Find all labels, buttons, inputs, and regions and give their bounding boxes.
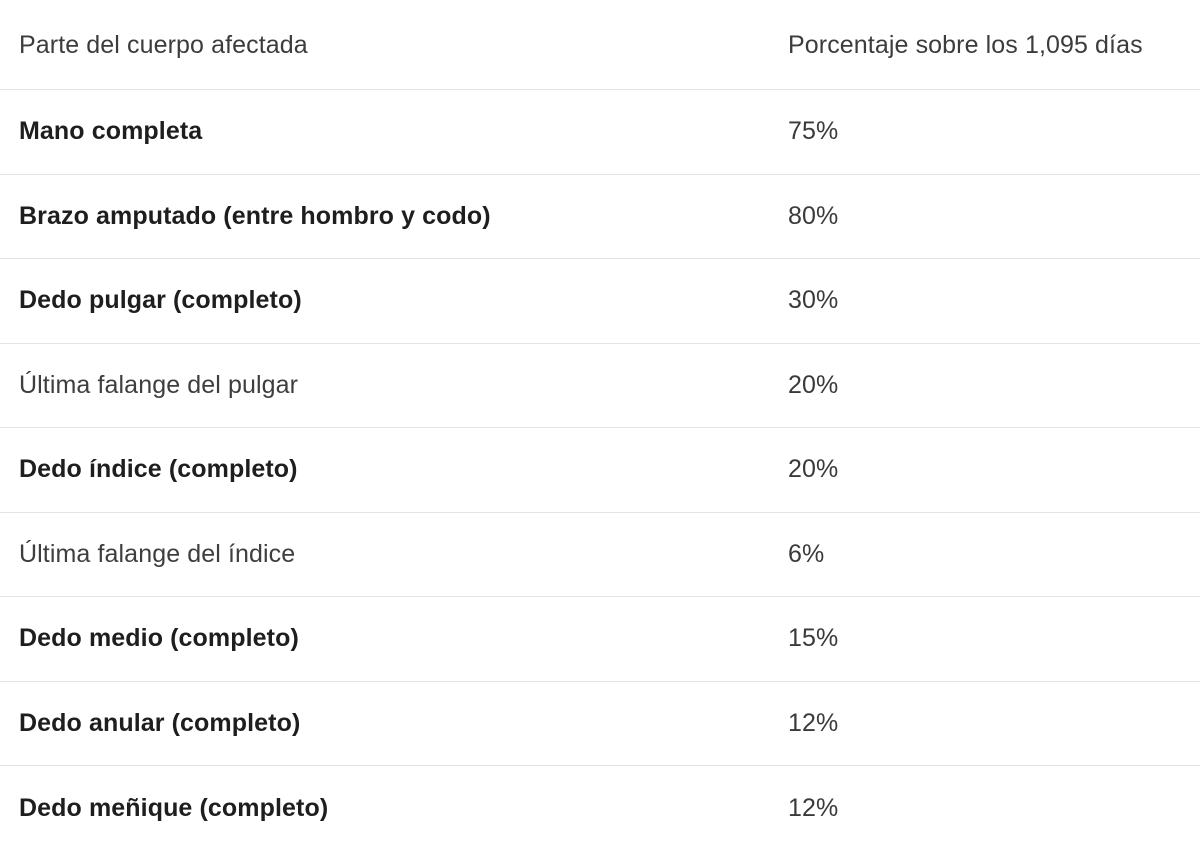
row-part: Dedo anular (completo): [19, 708, 301, 737]
row-part: Dedo pulgar (completo): [19, 286, 302, 315]
row-percentage: 15%: [788, 624, 839, 653]
table-row: Dedo anular (completo) 12%: [0, 682, 1200, 766]
table-row: Última falange del pulgar 20%: [0, 344, 1200, 428]
row-percentage: 80%: [788, 201, 839, 230]
row-percentage: 12%: [788, 708, 839, 737]
row-part: Dedo medio (completo): [19, 624, 299, 653]
row-part: Mano completa: [19, 117, 203, 146]
table-row: Dedo índice (completo) 20%: [0, 428, 1200, 513]
table-row: Última falange del índice 6%: [0, 513, 1200, 597]
row-part: Dedo índice (completo): [19, 455, 298, 484]
row-percentage: 20%: [788, 455, 839, 484]
table-row: Brazo amputado (entre hombro y codo) 80%: [0, 175, 1200, 259]
table-row: Dedo pulgar (completo) 30%: [0, 259, 1200, 344]
table-row: Dedo medio (completo) 15%: [0, 597, 1200, 682]
row-percentage: 20%: [788, 370, 839, 399]
table-header-row: Parte del cuerpo afectada Porcentaje sob…: [0, 0, 1200, 90]
row-part: Brazo amputado (entre hombro y codo): [19, 201, 491, 230]
row-part: Última falange del pulgar: [19, 370, 299, 399]
row-part: Dedo meñique (completo): [19, 793, 329, 822]
row-percentage: 6%: [788, 539, 825, 568]
column-header-percentage: Porcentaje sobre los 1,095 días: [788, 31, 1143, 59]
table-row: Dedo meñique (completo) 12%: [0, 766, 1200, 851]
row-percentage: 75%: [788, 117, 839, 146]
table-row: Mano completa 75%: [0, 90, 1200, 175]
row-part: Última falange del índice: [19, 539, 296, 568]
column-header-part: Parte del cuerpo afectada: [19, 31, 308, 59]
row-percentage: 12%: [788, 793, 839, 822]
row-percentage: 30%: [788, 286, 839, 315]
